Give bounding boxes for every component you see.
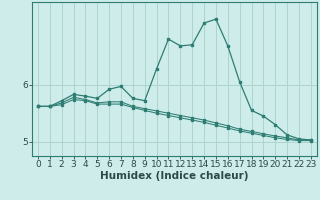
X-axis label: Humidex (Indice chaleur): Humidex (Indice chaleur) (100, 171, 249, 181)
